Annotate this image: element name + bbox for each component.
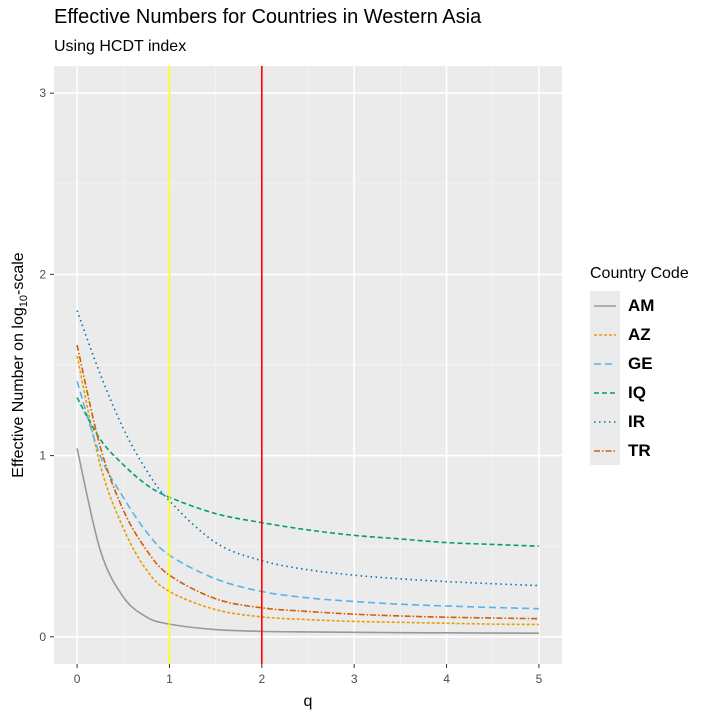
legend-items: AM AZ GE IQ IR TR [590,291,689,465]
legend-label: AZ [628,324,651,344]
x-tick-label: 3 [351,672,358,686]
legend: Country Code AM AZ GE IQ IR TR [590,265,689,465]
x-tick-label: 4 [443,672,450,686]
legend-label: TR [628,440,651,460]
legend-key [590,320,620,349]
x-tick-label: 5 [536,672,543,686]
chart-subtitle: Using HCDT index [54,38,187,55]
y-tick-label: 2 [39,267,46,281]
series-line-ir [76,310,539,587]
reference-lines [168,66,263,664]
y-tick-label: 1 [39,449,46,463]
chart-title: Effective Numbers for Countries in Weste… [54,6,482,28]
legend-label: GE [628,353,653,373]
y-axis-label-main: Effective Number on log [10,307,27,477]
y-axis-label-subscript: 10 [18,295,30,307]
x-tick-label: 0 [74,672,81,686]
y-tick-labels: 0 1 2 3 [39,86,46,644]
legend-item-tr: TR [590,436,689,465]
y-axis-label-suffix: -scale [10,252,27,295]
y-tick-label: 0 [39,630,46,644]
legend-label: AM [628,295,655,315]
legend-item-ge: GE [590,349,689,378]
legend-item-az: AZ [590,320,689,349]
legend-label: IQ [628,382,646,402]
x-tick-label: 2 [258,672,265,686]
legend-key [590,436,620,465]
legend-key [590,378,620,407]
legend-key [590,349,620,378]
series-line-tr [76,344,539,620]
y-tick-label: 3 [39,86,46,100]
legend-item-iq: IQ [590,378,689,407]
legend-key [590,407,620,436]
series-line-am [76,448,539,634]
minor-gridlines [54,66,562,664]
legend-label: IR [628,411,645,431]
legend-item-am: AM [590,291,689,320]
axis-ticks [50,92,540,668]
legend-key [590,291,620,320]
legend-title: Country Code [590,265,689,282]
x-tick-label: 1 [166,672,173,686]
legend-item-ir: IR [590,407,689,436]
x-axis-label: q [304,693,313,710]
y-axis-label: Effective Number on log10-scale [10,252,30,478]
x-tick-labels: 0 1 2 3 4 5 [74,672,543,686]
